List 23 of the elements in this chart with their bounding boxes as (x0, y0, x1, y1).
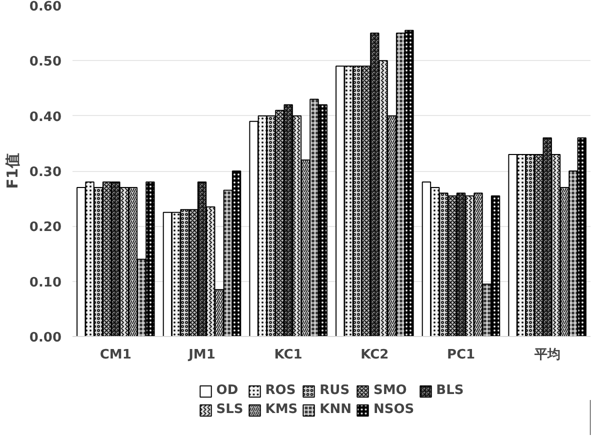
y-axis-title: F1值 (3, 153, 22, 189)
legend-label: RUS (320, 383, 350, 398)
x-tick-label: CM1 (100, 348, 132, 362)
legend-label: OD (216, 383, 238, 398)
y-tick-label: 0.10 (29, 275, 62, 290)
legend-label: SMO (374, 383, 407, 398)
y-tick-label: 0.50 (29, 54, 62, 70)
x-tick-label: 平均 (533, 348, 560, 362)
legend-label: NSOS (374, 402, 414, 417)
y-tick-label: 0.40 (29, 110, 62, 125)
legend-label: SLS (216, 402, 244, 417)
legend-label: BLS (436, 383, 464, 398)
legend-label: KNN (320, 402, 352, 417)
y-tick-label: 0.60 (29, 0, 62, 14)
x-tick-label: PC1 (446, 348, 476, 362)
legend-label: ROS (265, 383, 296, 398)
x-tick-label: KC1 (274, 348, 302, 362)
y-tick-label: 0.20 (29, 220, 62, 236)
x-tick-label: JM1 (188, 348, 216, 362)
y-tick-label: 0.30 (29, 165, 62, 180)
y-tick-label: 0.00 (29, 330, 62, 346)
legend-label: KMS (265, 402, 298, 417)
x-tick-label: KC2 (360, 348, 389, 362)
